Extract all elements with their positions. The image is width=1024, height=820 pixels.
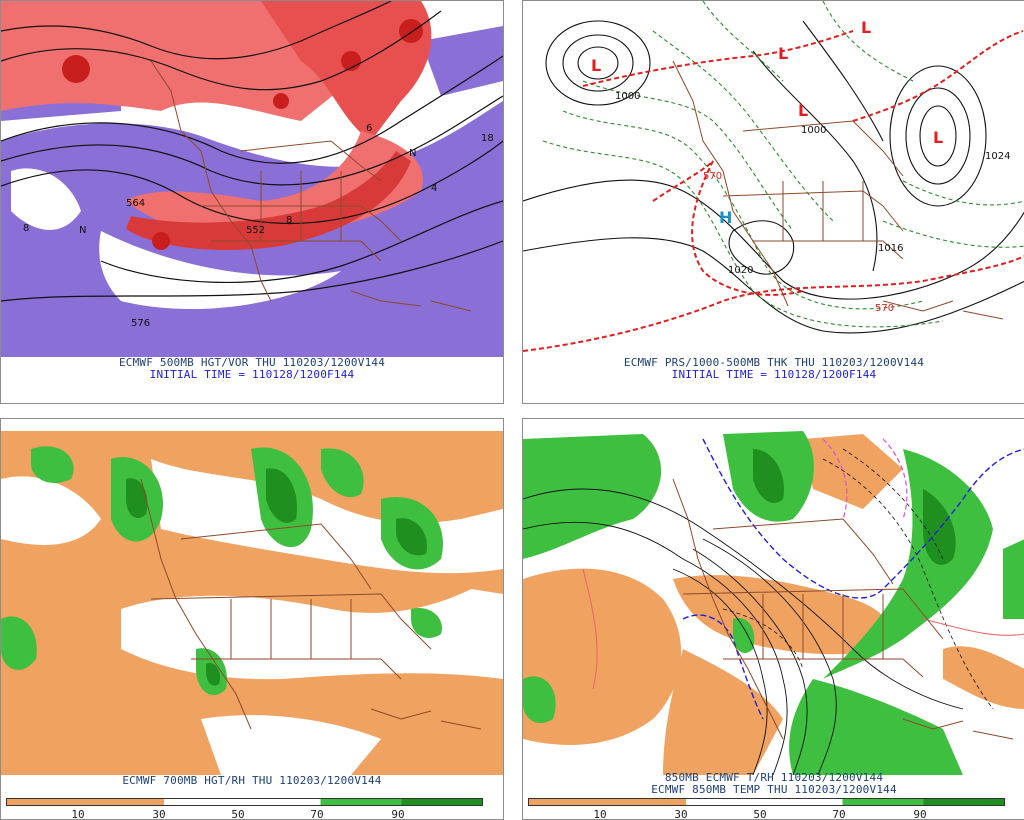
- caption-line-2: INITIAL TIME = 110128/1200F144: [671, 368, 877, 381]
- scale-tick: 70: [310, 808, 324, 820]
- pressure-map: [523, 1, 1024, 357]
- panel-700mb-hgt-rh: ECMWF 700MB HGT/RH THU 110203/1200V144 1…: [0, 418, 504, 820]
- scale-tick: 10: [71, 808, 85, 820]
- caption-line-2: ECMWF 850MB TEMP THU 110203/1200V144: [651, 783, 897, 796]
- caption-line-1: 850MB ECMWF T/RH 110203/1200V144: [664, 771, 884, 784]
- coastline: [150, 60, 272, 302]
- panel-500mb-hgt-vor: ECMWF 500MB HGT/VOR THU 110203/1200V144 …: [0, 0, 504, 404]
- panel-pressure-thickness: ECMWF PRS/1000-500MB THK THU 110203/1200…: [522, 0, 1024, 404]
- rh850-map: [523, 431, 1024, 775]
- scale-tick: 50: [231, 808, 245, 820]
- scale-tick: 30: [152, 808, 166, 820]
- rh-color-scale: [528, 798, 1005, 806]
- rh-color-scale: [6, 798, 483, 806]
- thickness-570-line: [523, 255, 1024, 352]
- vorticity-map: [1, 1, 503, 357]
- panel-850mb-t-rh: 850MB ECMWF T/RH 110203/1200V144 ECMWF 8…: [522, 418, 1024, 820]
- rh700-map: [1, 431, 503, 775]
- caption-line-1: ECMWF 500MB HGT/VOR THU 110203/1200V144: [118, 356, 386, 369]
- caption-line-2: INITIAL TIME = 110128/1200F144: [149, 368, 355, 381]
- scale-tick: 90: [913, 808, 927, 820]
- scale-tick: 90: [391, 808, 405, 820]
- caption-line-1: ECMWF PRS/1000-500MB THK THU 110203/1200…: [623, 356, 925, 369]
- scale-tick: 50: [753, 808, 767, 820]
- positive-vorticity-region: [1, 1, 351, 121]
- freezing-line: [702, 438, 1024, 599]
- caption-line-1: ECMWF 700MB HGT/RH THU 110203/1200V144: [122, 774, 382, 787]
- scale-tick: 30: [674, 808, 688, 820]
- scale-tick: 10: [593, 808, 607, 820]
- scale-tick: 70: [832, 808, 846, 820]
